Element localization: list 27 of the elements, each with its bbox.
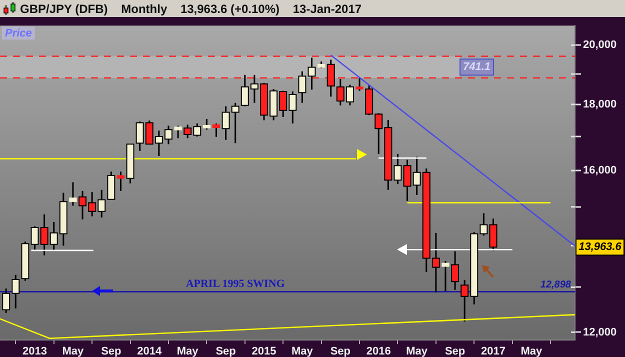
x-tick-label: May bbox=[176, 346, 200, 357]
y-tick-label: 20,000 bbox=[583, 39, 617, 52]
y-tick-label: 16,000 bbox=[583, 164, 617, 177]
x-tick-label: 2015 bbox=[252, 346, 276, 357]
x-tick-label: 2016 bbox=[366, 346, 391, 357]
ref-line-label: 12,898 bbox=[540, 279, 572, 290]
candlestick bbox=[202, 118, 211, 130]
x-tick-label: Sep bbox=[101, 346, 122, 357]
x-tick-label: May bbox=[292, 346, 314, 357]
candlestick bbox=[212, 122, 220, 138]
x-tick-label: 2013 bbox=[22, 346, 47, 357]
annotation: APRIL 1995 SWING bbox=[186, 278, 286, 290]
candlestick bbox=[116, 170, 125, 192]
x-tick-label: May bbox=[62, 346, 85, 357]
x-tick-label: May bbox=[406, 346, 428, 357]
annotation: Price bbox=[5, 28, 32, 40]
x-tick-label: 2017 bbox=[481, 346, 506, 357]
text: 13,963.6 bbox=[578, 241, 622, 254]
x-tick-label: Sep bbox=[444, 346, 466, 357]
x-tick-label: 2014 bbox=[137, 346, 162, 357]
y-tick-label: 18,000 bbox=[583, 98, 617, 110]
y-tick-label: 12,000 bbox=[583, 326, 617, 338]
band-label: 741.1 bbox=[463, 61, 491, 74]
x-tick-label: Sep bbox=[330, 346, 351, 357]
chart-title: GBP/JPY (DFB) Monthly 13,963.6 (+0.10%) 13-Jan-2017 bbox=[20, 2, 362, 16]
x-tick-label: May bbox=[520, 346, 544, 357]
x-tick-label: Sep bbox=[216, 346, 236, 357]
